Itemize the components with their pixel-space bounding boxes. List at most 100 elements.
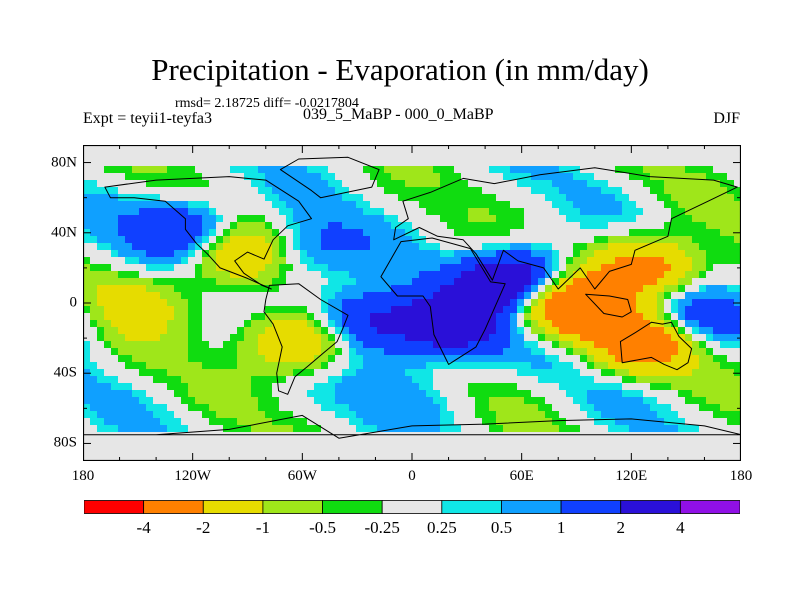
field-cell (636, 201, 644, 209)
field-cell (328, 236, 336, 244)
field-cell (608, 376, 616, 384)
field-cell (608, 369, 616, 377)
coastline (619, 321, 693, 371)
field-cell (237, 236, 245, 244)
field-cell (97, 194, 105, 202)
field-cell (244, 243, 252, 251)
field-cell (580, 446, 588, 454)
field-cell (601, 145, 609, 153)
field-cell (643, 383, 651, 391)
field-cell (118, 257, 126, 265)
field-cell (97, 334, 105, 342)
field-cell (706, 194, 714, 202)
field-cell (734, 432, 741, 440)
field-cell (286, 334, 294, 342)
field-cell (230, 341, 238, 349)
field-cell (216, 320, 224, 328)
field-cell (167, 397, 175, 405)
field-cell (223, 271, 231, 279)
field-cell (139, 173, 147, 181)
field-cell (314, 278, 322, 286)
field-cell (314, 152, 322, 160)
field-cell (636, 355, 644, 363)
field-cell (475, 369, 483, 377)
field-cell (440, 222, 448, 230)
field-cell (335, 222, 343, 230)
field-cell (622, 327, 630, 335)
field-cell (125, 208, 133, 216)
field-cell (699, 390, 707, 398)
field-cell (279, 285, 287, 293)
field-cell (279, 208, 287, 216)
field-cell (286, 376, 294, 384)
field-cell (153, 285, 161, 293)
field-cell (181, 404, 189, 412)
field-cell (195, 166, 203, 174)
field-cell (139, 271, 147, 279)
field-cell (300, 327, 308, 335)
field-cell (468, 215, 476, 223)
field-cell (664, 306, 672, 314)
field-cell (552, 299, 560, 307)
field-cell (664, 201, 672, 209)
field-cell (671, 376, 679, 384)
field-cell (636, 397, 644, 405)
field-cell (510, 194, 518, 202)
field-cell (349, 159, 357, 167)
field-cell (573, 222, 581, 230)
field-cell (706, 313, 714, 321)
field-cell (272, 320, 280, 328)
field-cell (545, 341, 553, 349)
field-cell (573, 285, 581, 293)
field-cell (153, 327, 161, 335)
field-cell (370, 432, 378, 440)
field-cell (734, 425, 741, 433)
field-cell (146, 418, 154, 426)
field-cell (433, 306, 441, 314)
field-cell (461, 201, 469, 209)
field-cell (307, 187, 315, 195)
field-cell (650, 229, 658, 237)
field-cell (244, 187, 252, 195)
field-cell (608, 194, 616, 202)
field-cell (601, 271, 609, 279)
field-cell (559, 166, 567, 174)
field-cell (335, 397, 343, 405)
field-cell (685, 425, 693, 433)
field-cell (482, 425, 490, 433)
field-cell (363, 369, 371, 377)
field-cell (468, 229, 476, 237)
field-cell (552, 376, 560, 384)
field-cell (146, 159, 154, 167)
field-cell (650, 292, 658, 300)
field-cell (615, 145, 623, 153)
field-cell (489, 187, 497, 195)
field-cell (342, 404, 350, 412)
field-cell (321, 404, 329, 412)
field-cell (398, 439, 406, 447)
field-cell (335, 439, 343, 447)
field-cell (167, 341, 175, 349)
field-cell (223, 236, 231, 244)
field-cell (503, 404, 511, 412)
field-cell (412, 159, 420, 167)
field-cell (307, 425, 315, 433)
field-cell (559, 432, 567, 440)
field-cell (216, 418, 224, 426)
field-cell (727, 446, 735, 454)
field-cell (188, 229, 196, 237)
coastline (585, 293, 632, 318)
field-cell (160, 348, 168, 356)
field-cell (244, 418, 252, 426)
field-cell (426, 201, 434, 209)
field-cell (377, 159, 385, 167)
field-cell (503, 383, 511, 391)
field-cell (580, 306, 588, 314)
field-cell (657, 299, 665, 307)
field-cell (594, 145, 602, 153)
field-cell (636, 446, 644, 454)
field-cell (587, 334, 595, 342)
field-cell (433, 432, 441, 440)
field-cell (405, 173, 413, 181)
field-cell (251, 243, 259, 251)
